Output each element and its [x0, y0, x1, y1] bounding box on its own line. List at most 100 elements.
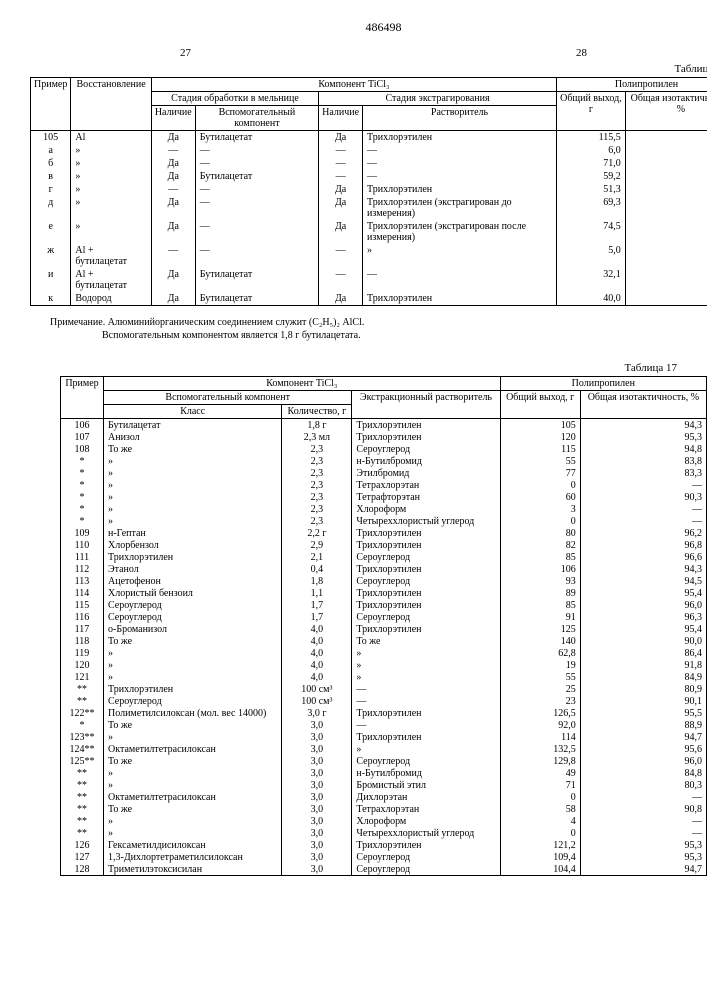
table-cell: * [61, 503, 104, 515]
table-cell: Тетрахлорэтан [352, 803, 500, 815]
table-cell: Гексаметилдисилоксан [104, 839, 282, 851]
table-cell: 55 [500, 455, 580, 467]
table-cell: — [352, 683, 500, 695]
table-cell: Трихлорэтилен [352, 431, 500, 443]
table-cell: 114 [61, 587, 104, 599]
table-cell: 0 [500, 515, 580, 527]
table-cell: Да [319, 220, 363, 244]
th-example: Пример [31, 78, 71, 131]
table-cell: » [104, 647, 282, 659]
table-cell: 95,3 [580, 839, 706, 851]
table-cell: 124** [61, 743, 104, 755]
table-cell: 121 [61, 671, 104, 683]
table-cell: Бутилацетат [104, 419, 282, 432]
table16-label: Таблица 16 [30, 63, 707, 75]
table-cell: Трихлорэтилен (экстрагирован после измер… [363, 220, 557, 244]
th17-amount: Количество, г [282, 405, 352, 419]
table-cell: 49 [500, 767, 580, 779]
th-aux: Вспомогательный компонент [195, 106, 318, 131]
table-cell: » [104, 731, 282, 743]
table-cell: 84,9 [580, 671, 706, 683]
table-cell: 0 [500, 479, 580, 491]
table-cell: То же [104, 803, 282, 815]
table-cell: 1,3-Дихлортетраметилсилоксан [104, 851, 282, 863]
table-cell: 1,7 [282, 599, 352, 611]
th-component: Компонент TiCl₃ [151, 78, 556, 92]
table-row: 124**Октаметилтетрасилоксан3,0»132,595,6 [61, 743, 707, 755]
table-cell: г [31, 183, 71, 196]
table-cell: в [31, 170, 71, 183]
table-cell: * [61, 455, 104, 467]
table-cell: 89,3 [625, 292, 707, 306]
table-cell: 95,6 [625, 183, 707, 196]
table-cell: 109 [61, 527, 104, 539]
table-cell: 71 [500, 779, 580, 791]
table-cell: — [151, 244, 195, 268]
th17-class: Класс [104, 405, 282, 419]
table-row: 106Бутилацетат1,8 гТрихлорэтилен10594,3 [61, 419, 707, 432]
table-cell: 6,0 [556, 144, 625, 157]
table-row: 110Хлорбензол2,9Трихлорэтилен8296,8 [61, 539, 707, 551]
table-cell: 80,3 [580, 779, 706, 791]
table-row: б»Да———71,088,8 [31, 157, 707, 170]
table-cell: 95,3 [580, 851, 706, 863]
table-cell: » [104, 767, 282, 779]
table-cell: ** [61, 695, 104, 707]
table-cell: Этилбромид [352, 467, 500, 479]
th17-aux: Вспомогательный компонент [104, 391, 352, 405]
table-cell: 96,6 [580, 551, 706, 563]
table-cell: — [580, 791, 706, 803]
table-cell: — [580, 503, 706, 515]
table-cell: 62,8 [500, 647, 580, 659]
table-cell: — [195, 220, 318, 244]
table-cell: Ацетофенон [104, 575, 282, 587]
th17-polyprop: Полипропилен [500, 377, 706, 391]
table-cell: — [363, 170, 557, 183]
table-cell: 129,8 [500, 755, 580, 767]
table-cell: Сероуглерод [352, 851, 500, 863]
th-extract-stage: Стадия экстрагирования [319, 92, 557, 106]
table-cell: Трихлорэтилен [363, 292, 557, 306]
table-cell: 2,3 [282, 503, 352, 515]
table-cell: 83,3 [580, 467, 706, 479]
table-cell: 0 [500, 791, 580, 803]
table-cell: 95,4 [580, 623, 706, 635]
table-cell: » [71, 196, 151, 220]
table-cell: Тетрафторэтан [352, 491, 500, 503]
table-row: **Трихлорэтилен100 см³—2580,9 [61, 683, 707, 695]
table-cell: » [352, 671, 500, 683]
table-cell: 111 [61, 551, 104, 563]
table-cell: Анизол [104, 431, 282, 443]
table-cell: » [352, 647, 500, 659]
table-row: иAl + бутилацетатДаБутилацетат——32,189,2 [31, 268, 707, 292]
table-cell: » [104, 671, 282, 683]
table-cell: 113 [61, 575, 104, 587]
table-cell: ** [61, 683, 104, 695]
table-cell: Al [71, 131, 151, 145]
table-cell: 91 [500, 611, 580, 623]
table-cell: Тетрахлорэтан [352, 479, 500, 491]
table-row: 114Хлористый бензоил1,1Трихлорэтилен8995… [61, 587, 707, 599]
table-cell: — [195, 196, 318, 220]
table-cell: — [580, 827, 706, 839]
table-cell: То же [104, 443, 282, 455]
table-cell: 51,3 [556, 183, 625, 196]
table-cell: 96,2 [580, 527, 706, 539]
table-cell: 90,6 [625, 170, 707, 183]
table-cell: 1,8 г [282, 419, 352, 432]
th-presence2: Наличие [319, 106, 363, 131]
table-cell: Трихлорэтилен [352, 527, 500, 539]
table-row: 108То же2,3Сероуглерод11594,8 [61, 443, 707, 455]
table-cell: * [61, 467, 104, 479]
table-cell: Сероуглерод [104, 599, 282, 611]
table-cell: — [352, 695, 500, 707]
table-cell: Сероуглерод [104, 695, 282, 707]
table-cell: 2,2 г [282, 527, 352, 539]
table-cell: 108 [61, 443, 104, 455]
table-cell: Октаметилтетрасилоксан [104, 743, 282, 755]
table-cell: Трихлорэтилен [363, 183, 557, 196]
table-row: *»2,3Четыреххлористый углерод0— [61, 515, 707, 527]
table-cell: ** [61, 803, 104, 815]
table-cell: — [363, 268, 557, 292]
table-cell: 115 [500, 443, 580, 455]
